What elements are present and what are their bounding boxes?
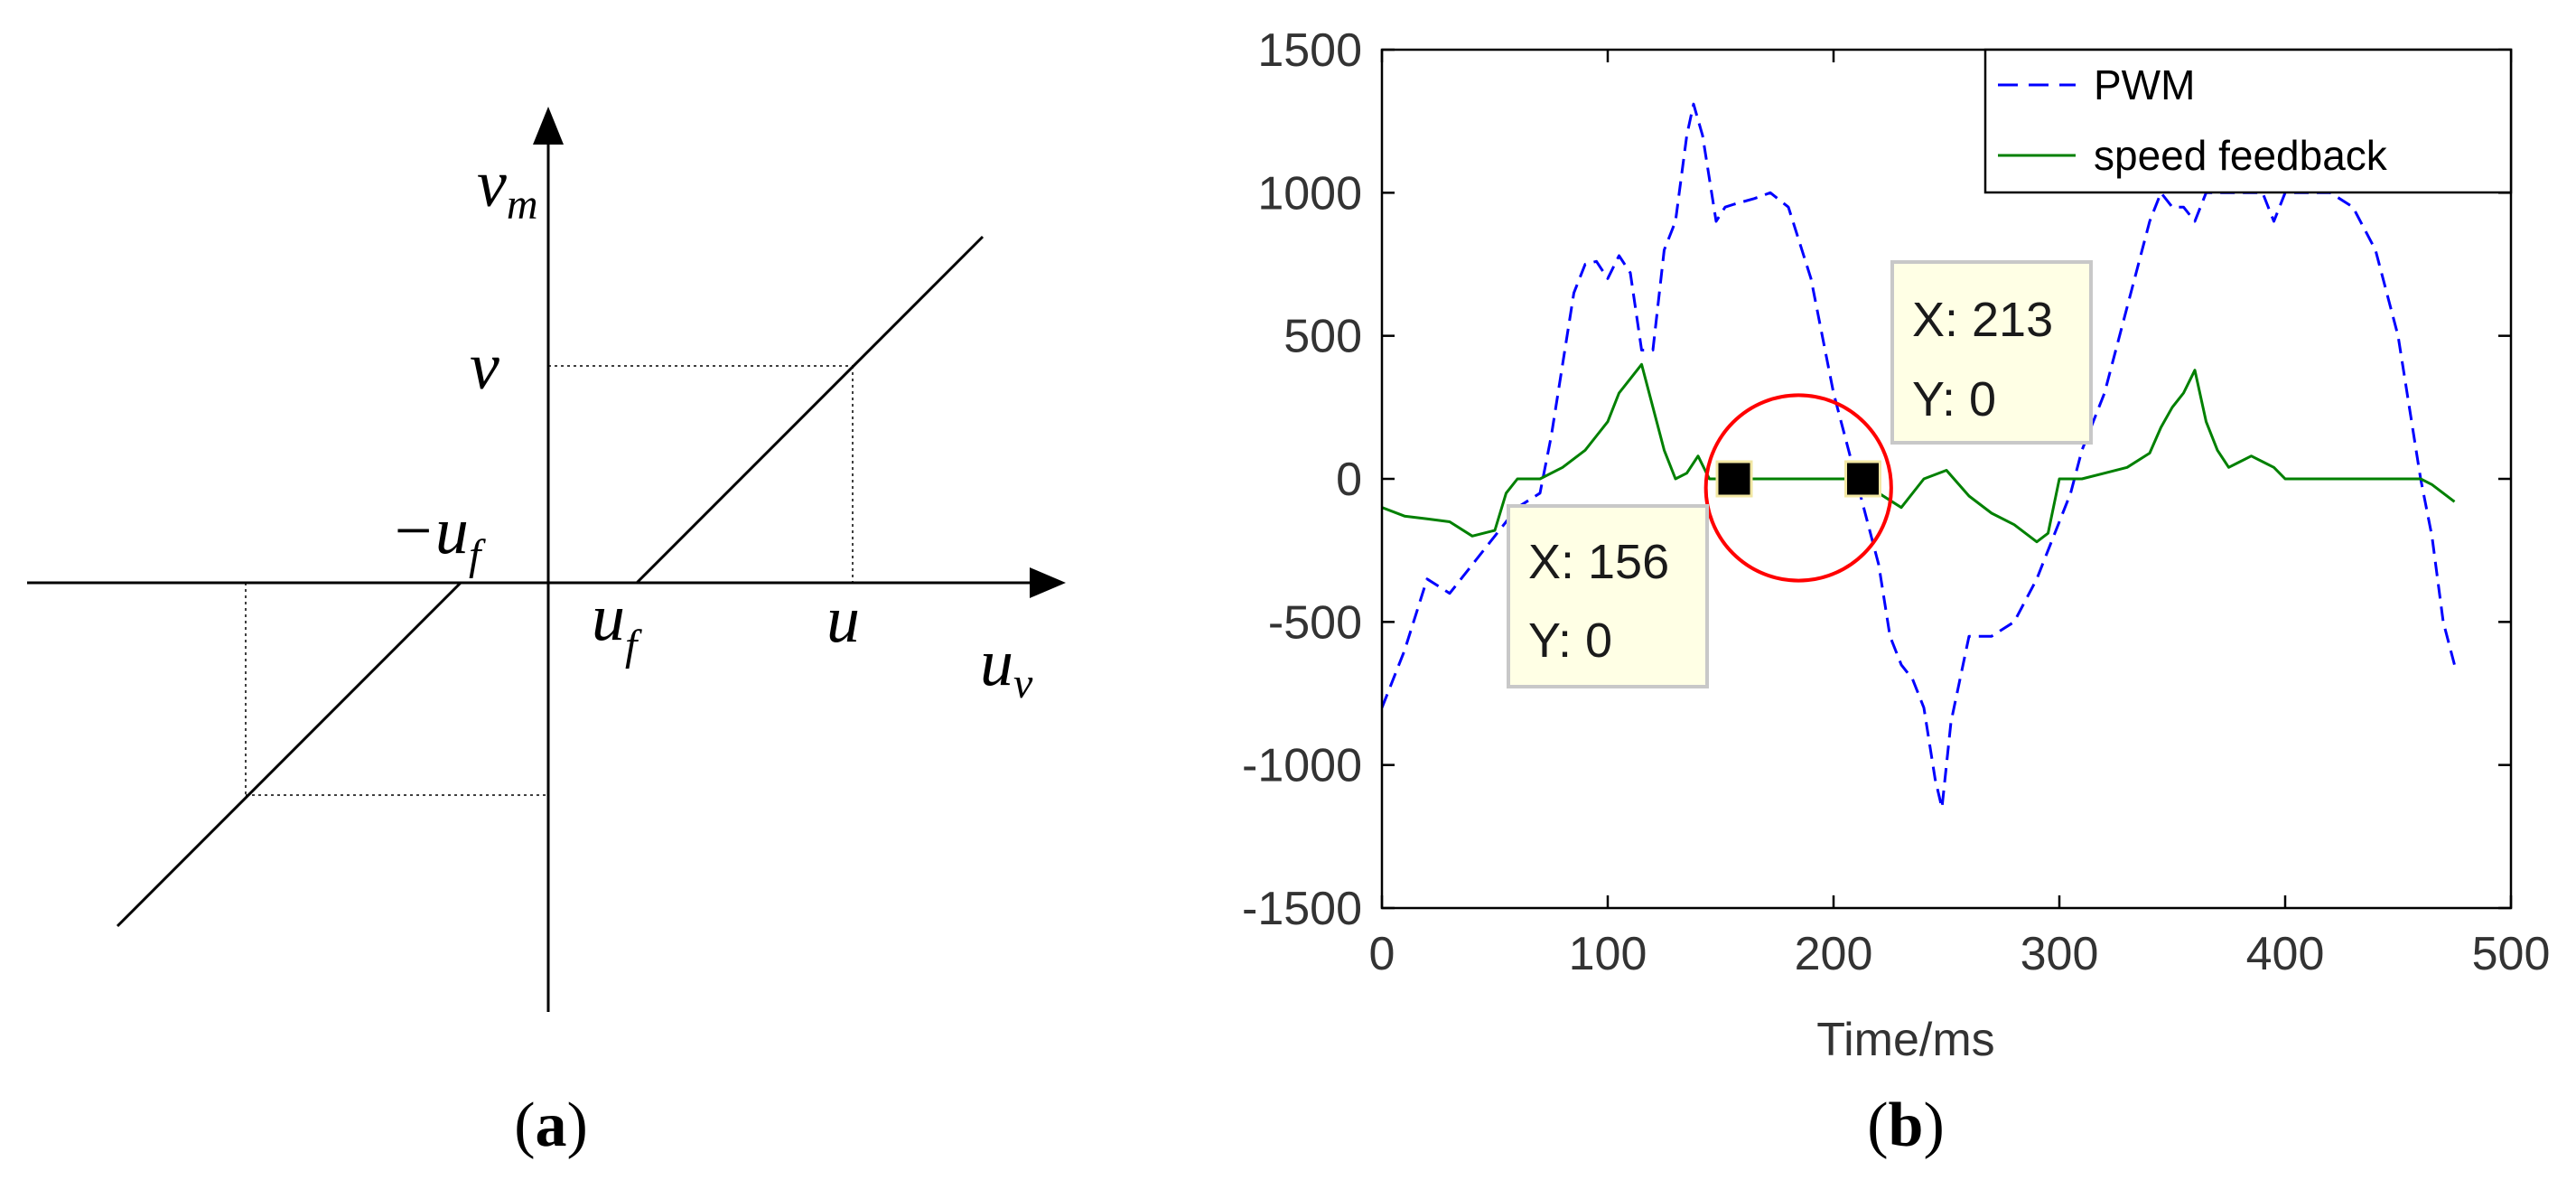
lower-branch-line <box>116 581 462 928</box>
datatip-marker-2 <box>1844 460 1881 498</box>
label-vm: vm <box>477 147 538 229</box>
datatip-marker-1 <box>1715 460 1753 498</box>
datatip-1: X: 156 Y: 0 <box>1507 504 1709 688</box>
y-tick-label-0: 1500 <box>1257 24 1362 77</box>
y-tick-label-3: 0 <box>1336 454 1362 506</box>
legend-pwm-label: PWM <box>2094 61 2195 108</box>
datatip-2: X: 213 Y: 0 <box>1890 260 2093 445</box>
x-tick-label-1: 100 <box>1569 928 1647 980</box>
y-tick-label-6: -1500 <box>1242 883 1362 935</box>
x-tick-label-5: 500 <box>2472 928 2551 980</box>
series-line-speed-feedback <box>1382 362 2456 544</box>
datatip-2-x: X: 213 <box>1912 293 2053 347</box>
caption-a: (a) <box>514 1091 588 1160</box>
datatip-1-x: X: 156 <box>1528 535 1669 589</box>
tick-labels: 0 100 200 300 400 500 1500 1000 500 0 -500 -1000 -15… <box>1242 24 2550 980</box>
x-tick-label-3: 300 <box>2021 928 2099 980</box>
panel-b: 0 100 200 300 400 500 1500 1000 500 0 -500 -1000 -15… <box>1242 24 2550 1160</box>
x-axis-label: Time/ms <box>1816 1014 1994 1066</box>
y-tick-label-1: 1000 <box>1257 167 1362 220</box>
label-u: u <box>826 583 860 657</box>
caption-b: (b) <box>1867 1091 1945 1160</box>
datatip-1-y: Y: 0 <box>1528 613 1612 668</box>
y-tick-label-5: -1000 <box>1242 740 1362 792</box>
label-uv: uv <box>980 626 1033 707</box>
datatip-markers <box>1715 460 1881 498</box>
y-tick-label-4: -500 <box>1268 596 1362 649</box>
label-neg-uf: −uf <box>390 494 486 579</box>
x-tick-label-0: 0 <box>1369 928 1395 980</box>
x-tick-label-4: 400 <box>2246 928 2325 980</box>
datatip-1-box <box>1507 504 1709 688</box>
x-tick-label-2: 200 <box>1795 928 1873 980</box>
label-uf: uf <box>592 581 642 670</box>
upper-branch-line <box>635 235 985 585</box>
legend-box <box>1983 48 2513 194</box>
datatip-2-y: Y: 0 <box>1912 372 1996 426</box>
legend-speed-label: speed feedback <box>2094 132 2388 179</box>
label-v: v <box>470 330 499 404</box>
axis-vertical-arrowhead <box>533 107 564 145</box>
legend: PWM speed feedback <box>1983 48 2513 194</box>
panel-a: vm v −uf uf u uv (a) <box>27 107 1066 1160</box>
highlight-circle <box>1703 393 1893 583</box>
axis-horizontal-arrowhead <box>1030 567 1066 598</box>
datatip-2-box <box>1890 260 2093 445</box>
y-tick-label-2: 500 <box>1283 311 1362 363</box>
